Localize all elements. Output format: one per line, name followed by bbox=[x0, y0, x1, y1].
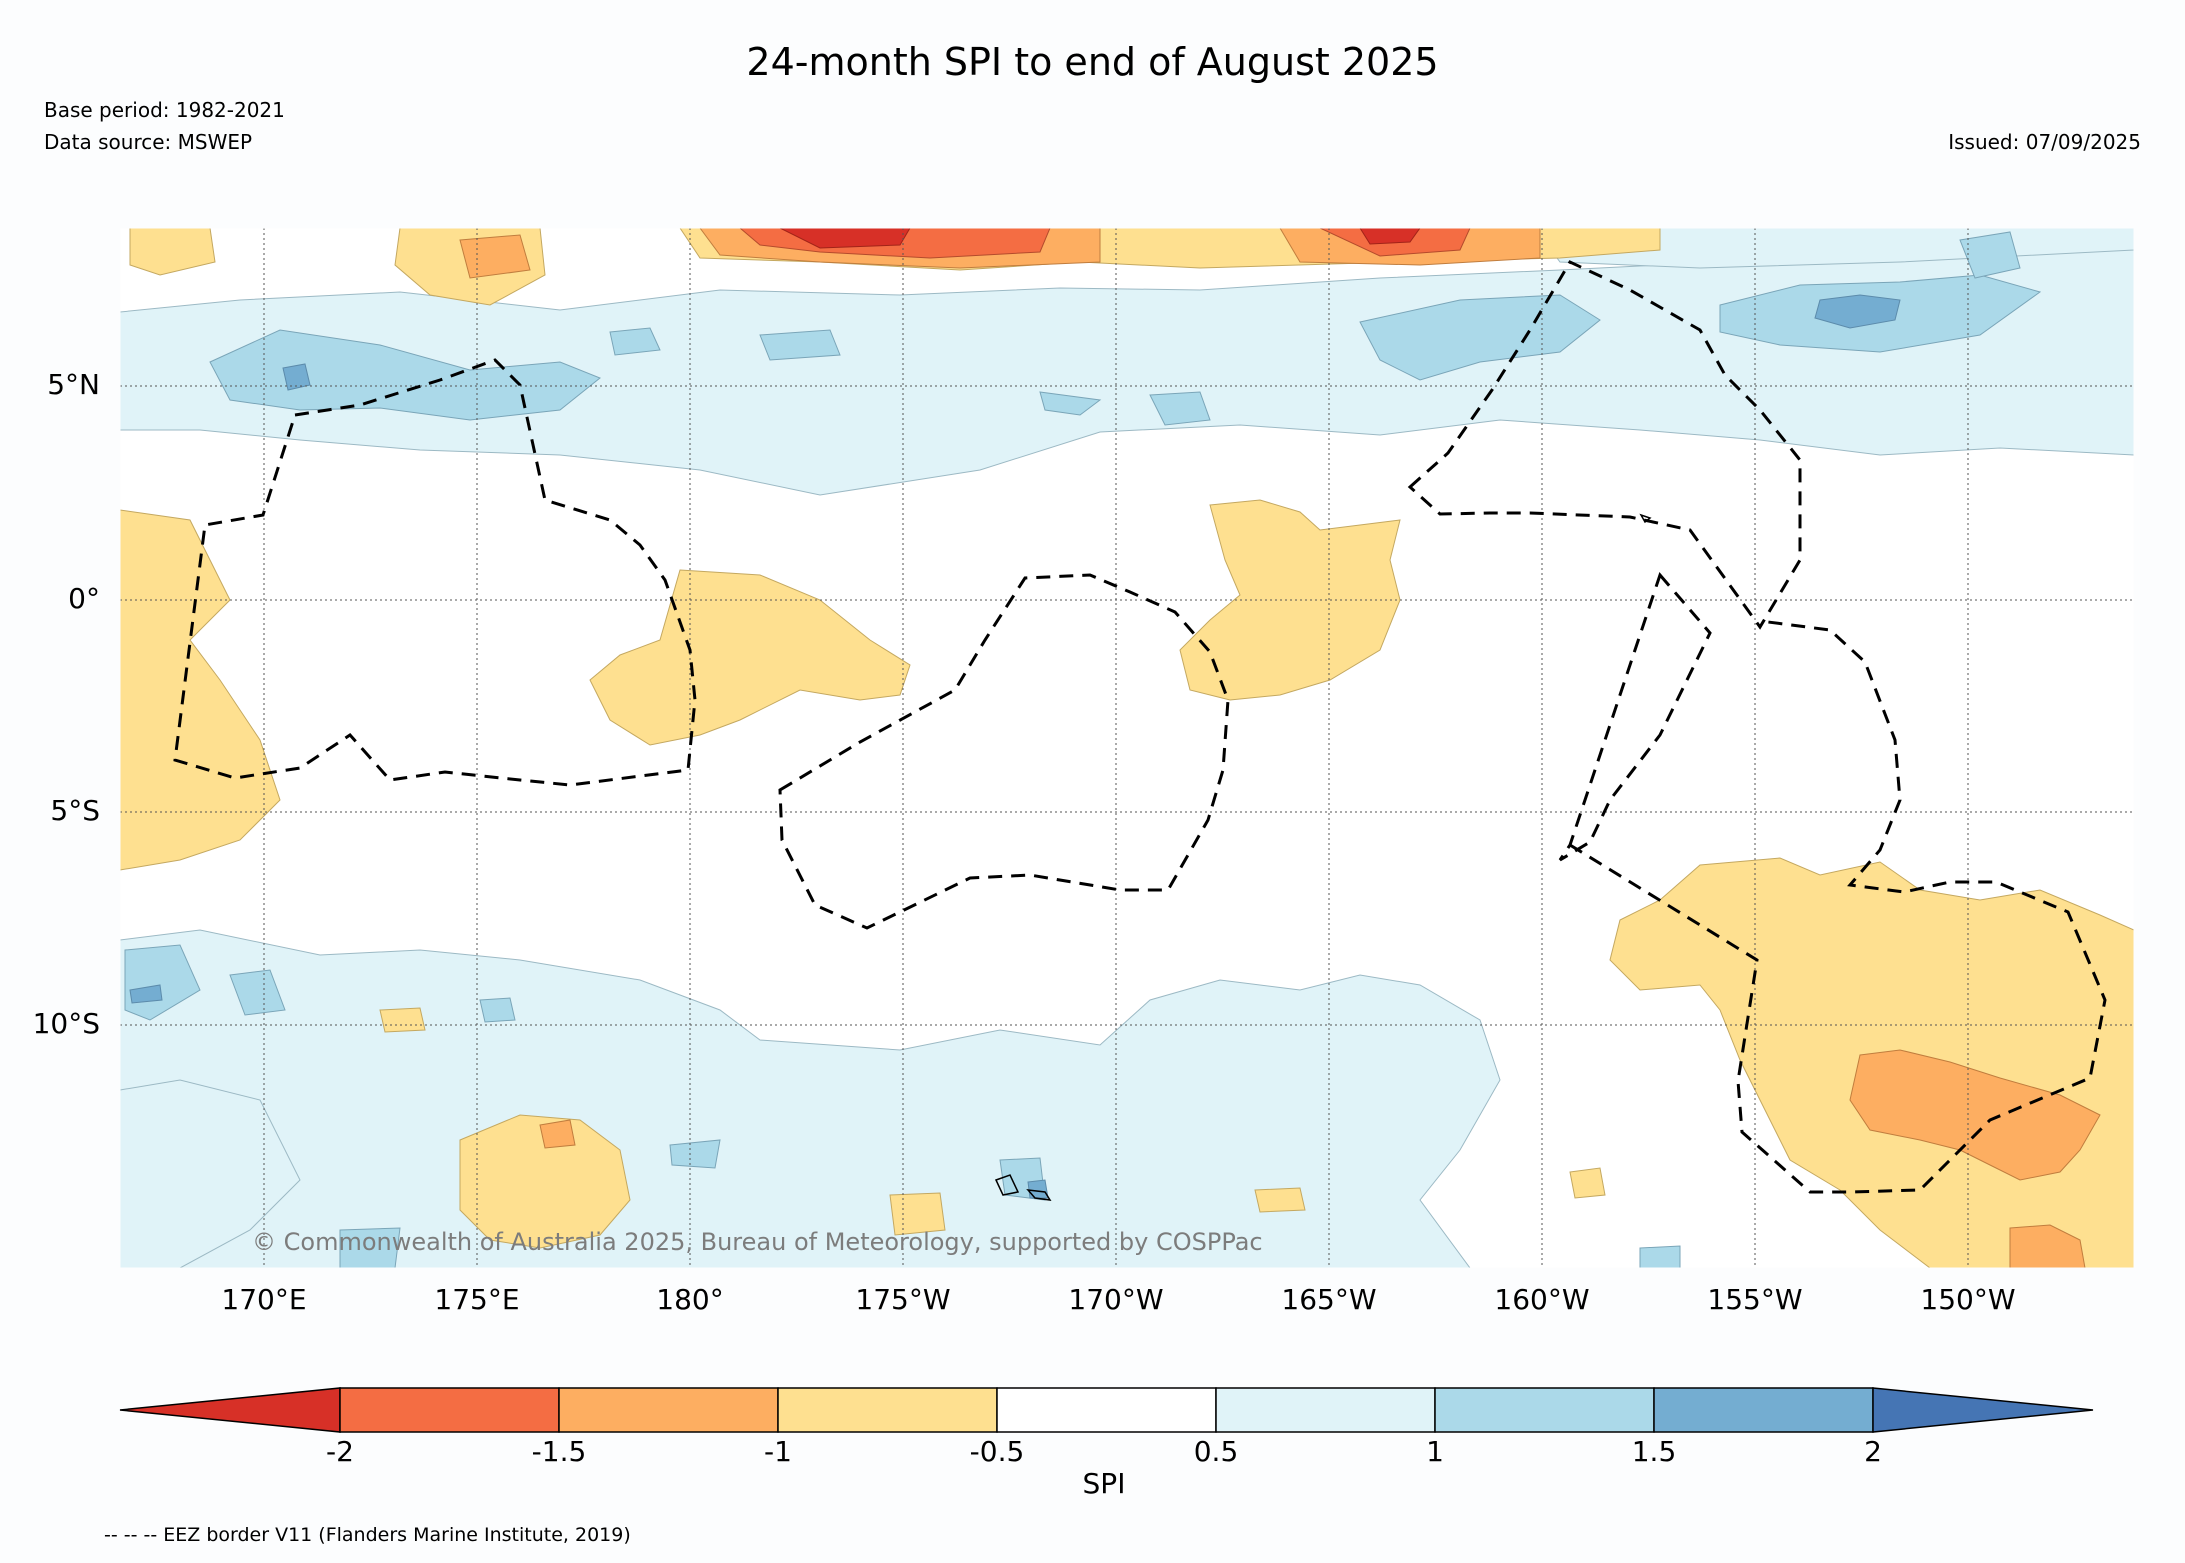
lon-label-180: 180° bbox=[656, 1283, 724, 1316]
colorbar-bin-neutral bbox=[996, 1387, 1217, 1433]
lat-label-10s: 10°S bbox=[32, 1007, 100, 1040]
lon-label-170w: 170°W bbox=[1068, 1283, 1164, 1316]
spi-wet-strong-regions bbox=[129, 294, 1901, 1199]
lon-label-175e: 175°E bbox=[434, 1283, 520, 1316]
colorbar-tick: -1.5 bbox=[531, 1435, 587, 1468]
colorbar-tick: 0.5 bbox=[1193, 1435, 1239, 1468]
lon-label-165w: 165°W bbox=[1281, 1283, 1377, 1316]
colorbar-bin-neg2 bbox=[339, 1387, 560, 1433]
colorbar-tick: 1.5 bbox=[1631, 1435, 1677, 1468]
colorbar-extend-low bbox=[119, 1387, 341, 1433]
lon-label-155w: 155°W bbox=[1707, 1283, 1803, 1316]
data-source-note: Data source: MSWEP bbox=[44, 130, 253, 154]
copyright-watermark: © Commonwealth of Australia 2025, Bureau… bbox=[252, 1228, 1263, 1256]
chart-title: 24-month SPI to end of August 2025 bbox=[746, 40, 1439, 84]
colorbar-bin-0-5 bbox=[1215, 1387, 1436, 1433]
colorbar-extend-high bbox=[1872, 1387, 2094, 1433]
colorbar-bin-1 bbox=[1434, 1387, 1655, 1433]
colorbar-tick: 1 bbox=[1426, 1435, 1444, 1468]
eez-borders bbox=[173, 260, 2107, 1194]
map-frame bbox=[119, 227, 2135, 1269]
lon-label-170e: 170°E bbox=[221, 1283, 307, 1316]
map-area bbox=[120, 228, 2134, 1268]
issued-date: Issued: 07/09/2025 bbox=[1948, 130, 2141, 154]
colorbar-tick: -2 bbox=[326, 1435, 354, 1468]
eez-legend-note: -- -- -- EEZ border V11 (Flanders Marine… bbox=[104, 1524, 631, 1546]
lat-label-5s: 5°S bbox=[50, 794, 100, 827]
colorbar-tick: -0.5 bbox=[969, 1435, 1025, 1468]
lon-label-150w: 150°W bbox=[1920, 1283, 2016, 1316]
lat-label-0: 0° bbox=[68, 582, 100, 615]
colorbar-bin-neg1 bbox=[777, 1387, 998, 1433]
lon-label-175w: 175°W bbox=[855, 1283, 951, 1316]
lon-label-160w: 160°W bbox=[1494, 1283, 1590, 1316]
spi-dry-exceptional-regions bbox=[779, 228, 1421, 249]
base-period-note: Base period: 1982-2021 bbox=[44, 98, 285, 122]
colorbar bbox=[119, 1387, 2094, 1433]
graticule bbox=[120, 228, 2134, 1268]
colorbar-tick: -1 bbox=[764, 1435, 792, 1468]
colorbar-label: SPI bbox=[1082, 1467, 1126, 1500]
lat-label-5n: 5°N bbox=[47, 368, 100, 401]
colorbar-tick: 2 bbox=[1864, 1435, 1882, 1468]
colorbar-bin-neg1-5 bbox=[558, 1387, 779, 1433]
colorbar-bin-1-5 bbox=[1653, 1387, 1874, 1433]
